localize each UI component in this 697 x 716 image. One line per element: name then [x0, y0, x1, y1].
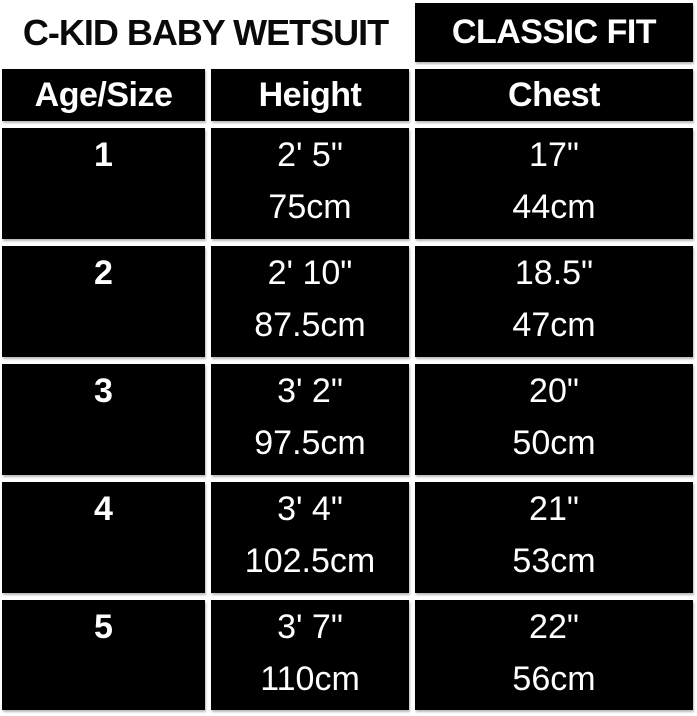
height-metric: 102.5cm [244, 542, 376, 580]
age-size-cell: 1 [2, 128, 205, 239]
height-metric: 110cm [260, 660, 360, 698]
chest-metric: 44cm [512, 188, 596, 226]
chest-imperial: 21" [529, 490, 579, 528]
height-cell: 3' 7" 110cm [211, 600, 409, 710]
age-size-cell: 2 [2, 246, 205, 357]
age-size-cell: 3 [2, 364, 205, 475]
chest-metric: 56cm [512, 660, 596, 698]
chest-cell: 22" 56cm [415, 600, 693, 710]
chest-cell: 20" 50cm [415, 364, 693, 475]
column-header-age-size: Age/Size [2, 69, 205, 121]
height-metric: 75cm [268, 188, 352, 226]
height-cell: 2' 10" 87.5cm [211, 246, 409, 357]
height-imperial: 2' 10" [267, 254, 353, 292]
age-size-cell: 5 [2, 600, 205, 710]
height-cell: 2' 5" 75cm [211, 128, 409, 239]
chest-metric: 47cm [512, 306, 596, 344]
height-imperial: 3' 4" [277, 490, 343, 528]
chart-title: C-KID BABY WETSUIT [22, 11, 389, 53]
height-cell: 3' 4" 102.5cm [211, 482, 409, 593]
size-chart-grid: C-KID BABY WETSUIT CLASSIC FIT Age/Size … [2, 3, 693, 710]
chest-cell: 17" 44cm [415, 128, 693, 239]
chest-imperial: 18.5" [514, 254, 594, 292]
fit-badge: CLASSIC FIT [415, 3, 693, 62]
chest-imperial: 20" [529, 372, 579, 410]
height-cell: 3' 2" 97.5cm [211, 364, 409, 475]
height-metric: 97.5cm [254, 424, 366, 462]
chest-imperial: 17" [529, 136, 579, 174]
chest-cell: 21" 53cm [415, 482, 693, 593]
chest-cell: 18.5" 47cm [415, 246, 693, 357]
column-header-chest: Chest [415, 69, 693, 121]
chest-metric: 53cm [512, 542, 596, 580]
height-imperial: 2' 5" [277, 136, 343, 174]
chest-metric: 50cm [512, 424, 596, 462]
age-size-cell: 4 [2, 482, 205, 593]
height-imperial: 3' 7" [277, 608, 343, 646]
height-imperial: 3' 2" [277, 372, 343, 410]
column-header-height: Height [211, 69, 409, 121]
height-metric: 87.5cm [254, 306, 366, 344]
chest-imperial: 22" [529, 608, 579, 646]
